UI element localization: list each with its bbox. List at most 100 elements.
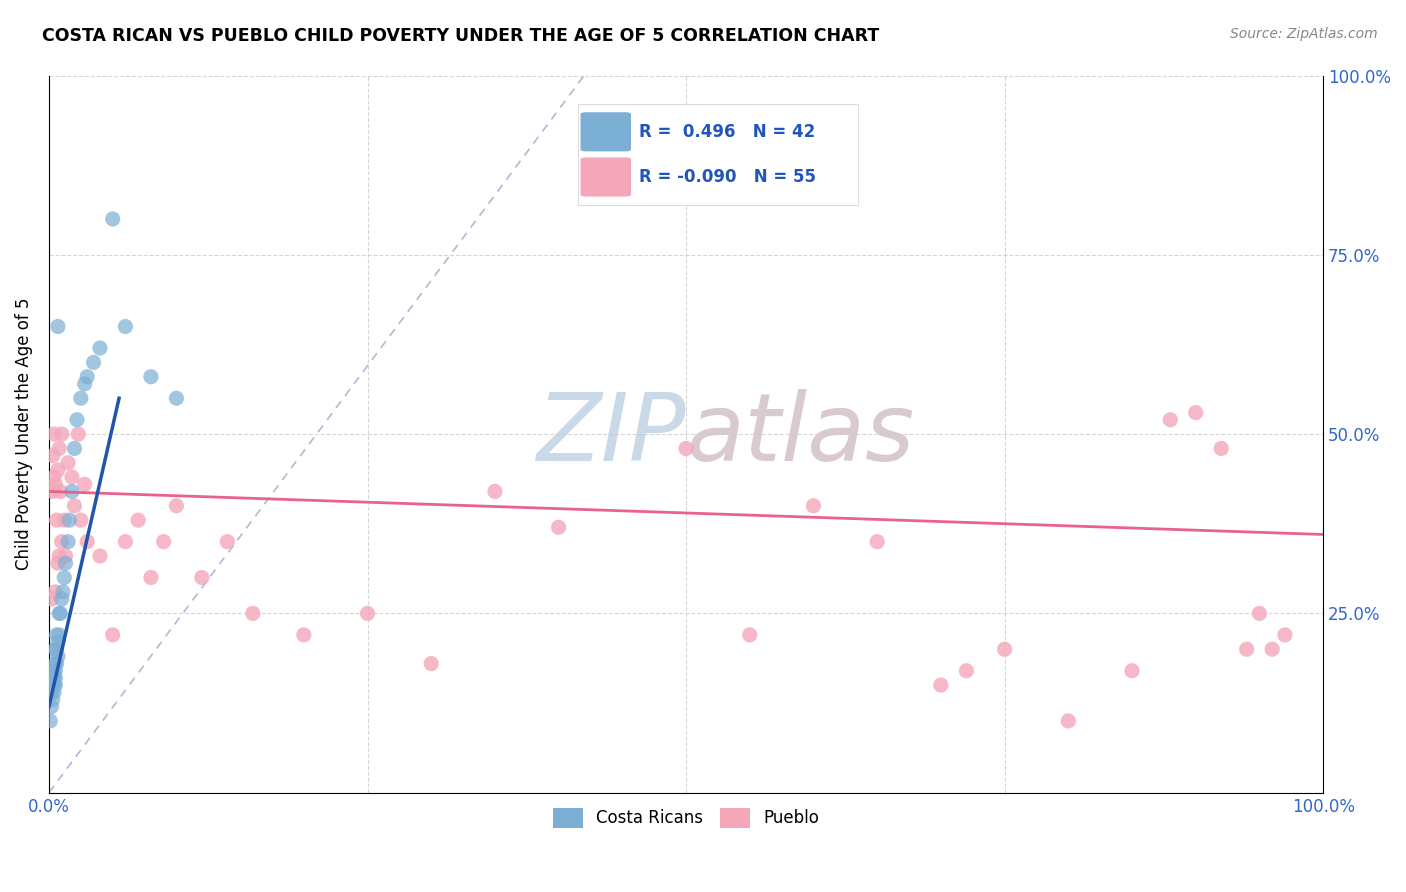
Point [45,513,67,527]
Point [45,628,67,642]
Point [1057,714,1080,728]
Point [76,534,98,549]
Point [45,657,67,671]
Point [67,427,90,442]
Point [49,484,72,499]
Point [165,499,187,513]
Point [1261,642,1284,657]
Point [63,499,86,513]
Point [58,513,80,527]
Point [1211,442,1233,456]
Point [127,513,149,527]
Point [152,534,174,549]
Text: ZIP: ZIP [537,389,686,480]
Point [42,671,65,685]
Point [1184,406,1206,420]
Point [60,484,83,499]
Point [42,470,65,484]
Point [55,556,77,570]
Point [46,649,69,664]
Point [44,664,66,678]
Point [44,477,66,491]
Point [51,427,73,442]
Point [48,628,70,642]
Point [48,607,70,621]
Text: COSTA RICAN VS PUEBLO CHILD POVERTY UNDER THE AGE OF 5 CORRELATION CHART: COSTA RICAN VS PUEBLO CHILD POVERTY UNDE… [42,27,879,45]
Point [45,642,67,657]
Point [76,369,98,384]
Legend: Costa Ricans, Pueblo: Costa Ricans, Pueblo [547,801,825,835]
Point [994,642,1017,657]
Point [292,628,315,642]
Point [44,657,66,671]
Point [39,714,62,728]
Point [48,549,70,563]
Point [73,477,96,491]
Point [41,592,63,607]
Point [63,442,86,456]
Point [83,355,105,369]
Point [41,685,63,699]
Point [73,376,96,391]
Point [44,671,66,685]
Point [1274,628,1296,642]
Point [44,642,66,657]
Point [41,699,63,714]
Point [89,549,111,563]
Point [46,635,69,649]
Point [46,556,69,570]
Point [420,657,443,671]
Point [114,319,136,334]
Point [69,391,91,405]
Point [89,341,111,355]
Text: atlas: atlas [686,389,914,480]
Point [52,585,75,599]
Point [1236,642,1258,657]
Text: Source: ZipAtlas.com: Source: ZipAtlas.com [1230,27,1378,41]
Point [56,456,79,470]
Y-axis label: Child Poverty Under the Age of 5: Child Poverty Under the Age of 5 [15,298,32,570]
Point [44,585,66,599]
Point [60,470,83,484]
Point [44,678,66,692]
Point [46,463,69,477]
Point [217,534,239,549]
Point [1249,607,1271,621]
Point [51,592,73,607]
Point [53,513,76,527]
Point [48,442,70,456]
Point [42,678,65,692]
Point [165,391,187,405]
Point [49,607,72,621]
Point [955,664,977,678]
Point [101,211,124,226]
Point [42,671,65,685]
Point [42,427,65,442]
Point [139,570,162,584]
Point [1121,664,1143,678]
Point [42,664,65,678]
Point [547,520,569,534]
Point [55,549,77,563]
Point [803,499,825,513]
Point [51,534,73,549]
Point [929,678,952,692]
Point [69,513,91,527]
Point [66,413,89,427]
Point [675,442,697,456]
Point [101,628,124,642]
Point [191,570,214,584]
Point [738,628,761,642]
Point [46,319,69,334]
Point [42,678,65,692]
Point [114,534,136,549]
Point [139,369,162,384]
Point [53,570,76,584]
Point [42,692,65,706]
Point [356,607,378,621]
Point [242,607,264,621]
Point [1159,413,1181,427]
Point [42,685,65,699]
Point [42,484,65,499]
Point [484,484,506,499]
